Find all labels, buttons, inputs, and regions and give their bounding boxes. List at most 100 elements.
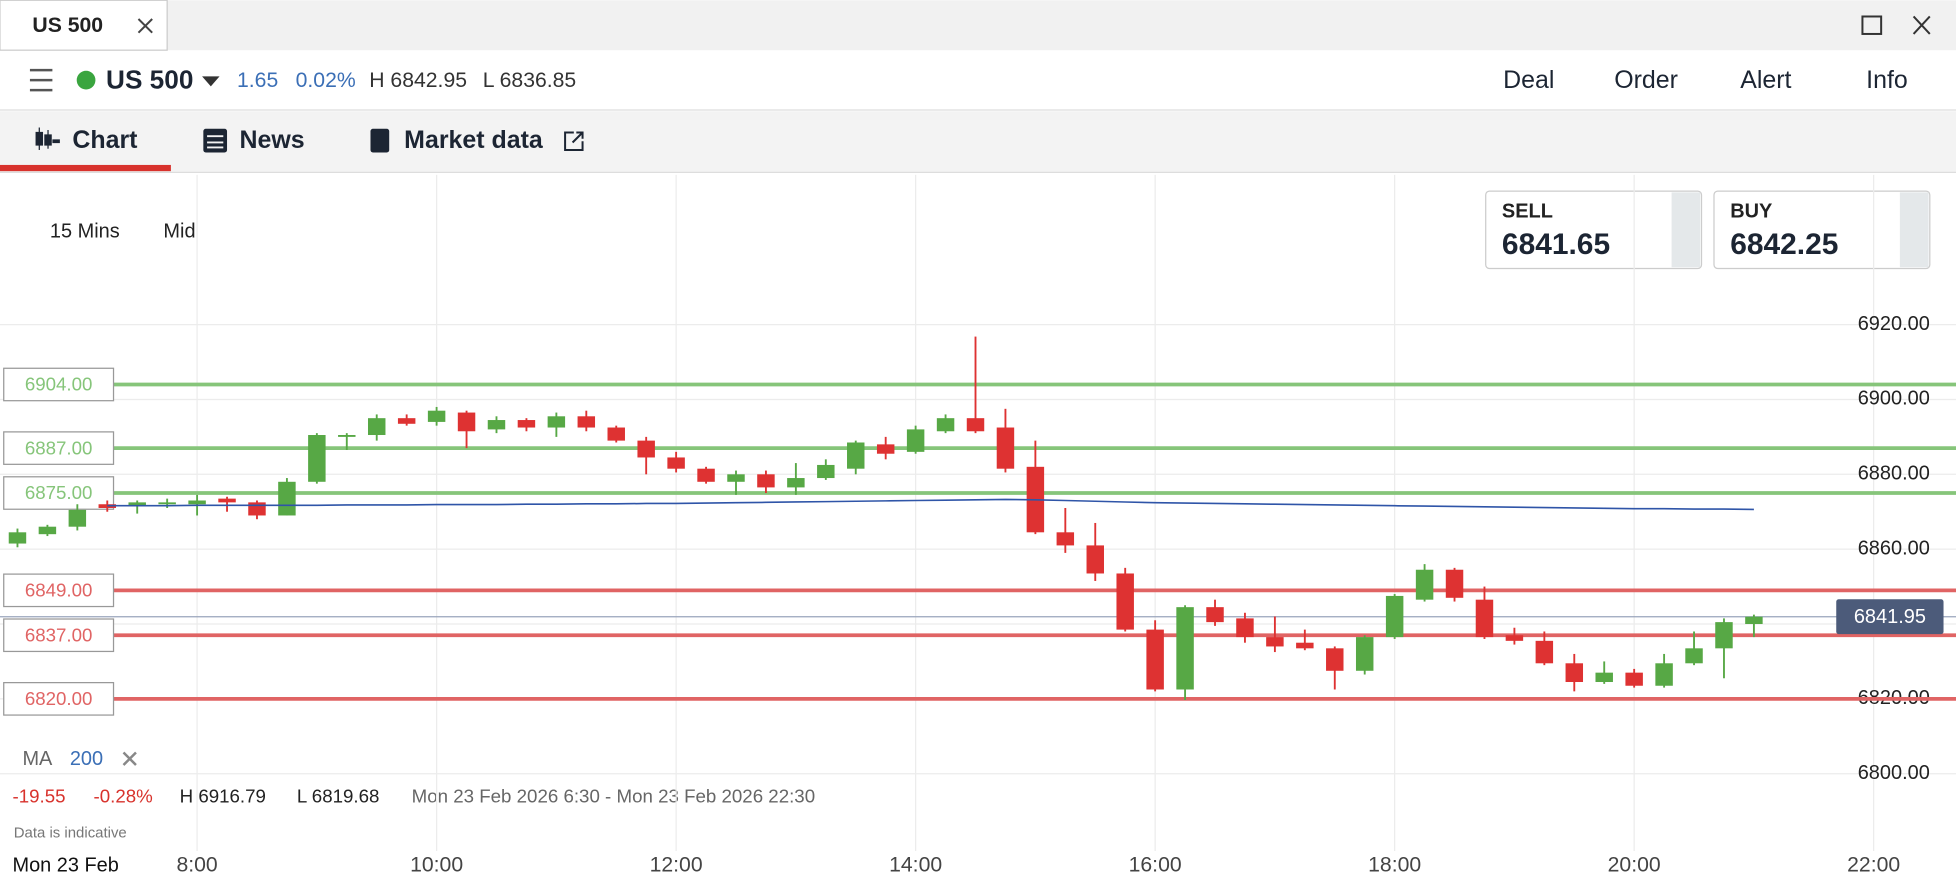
data-note: Data is indicative <box>14 825 127 842</box>
x-tick-label: 12:00 <box>650 854 703 877</box>
candle-body <box>218 498 236 503</box>
candle-body <box>1355 637 1374 671</box>
date-label: Mon 23 Feb <box>12 854 118 876</box>
nav-tab[interactable]: Market data <box>404 126 544 154</box>
market-data-icon <box>370 128 390 153</box>
plot: 8:00 10:00 12:00 14:00 16:00 18:00 20:00 22:00 6… <box>0 174 1956 877</box>
session-low: L 6836.85 <box>483 69 576 92</box>
sell-label[interactable]: SELL <box>1502 201 1553 223</box>
action[interactable]: Alert <box>1740 66 1791 94</box>
candle-body <box>787 478 805 488</box>
maximize-icon[interactable] <box>1861 15 1883 35</box>
chart-icon <box>35 127 60 150</box>
candle-body <box>817 464 835 479</box>
sell-button-edge <box>1671 192 1701 268</box>
candle-body <box>1176 607 1194 690</box>
x-tick-label: 22:00 <box>1847 854 1900 877</box>
candle-body <box>487 420 506 430</box>
candle-body <box>1385 595 1404 638</box>
candle-body <box>966 418 985 432</box>
y-tick-label: 6920.00 <box>1858 313 1930 335</box>
buy-price[interactable]: 6842.25 <box>1730 228 1838 261</box>
candle-body <box>1685 648 1703 664</box>
x-tick-label: 18:00 <box>1368 854 1421 877</box>
action[interactable]: Info <box>1866 66 1908 94</box>
sell-button[interactable] <box>1485 190 1703 270</box>
level-label: 6875.00 <box>25 482 93 503</box>
buy-button-edge <box>1899 192 1929 268</box>
candle-body <box>427 410 446 422</box>
stat-high: H 6916.79 <box>180 785 266 806</box>
nav-tab[interactable]: News <box>240 126 305 154</box>
y-tick-label: 6900.00 <box>1858 388 1930 410</box>
external-link-icon[interactable] <box>564 131 584 151</box>
window-bar <box>0 0 1956 51</box>
y-tick-label: 6880.00 <box>1858 463 1930 485</box>
level-label-box <box>3 573 115 608</box>
indicator-line <box>107 498 1754 511</box>
candle-body <box>248 502 266 516</box>
buy-label[interactable]: BUY <box>1730 201 1772 223</box>
candle-body <box>697 468 715 482</box>
candle-body <box>1565 663 1584 683</box>
candle-body <box>8 532 27 544</box>
action[interactable]: Order <box>1614 66 1678 94</box>
x-tick-label: 8:00 <box>176 854 217 877</box>
candle-body <box>577 416 596 428</box>
close-tab-icon[interactable] <box>137 18 153 34</box>
candle-body <box>757 474 775 488</box>
candle-body <box>1326 648 1344 671</box>
candle-body <box>457 412 476 432</box>
level-label: 6849.00 <box>25 580 93 601</box>
candle-body <box>727 474 745 482</box>
candle-body <box>128 502 146 507</box>
candle-body <box>906 429 925 452</box>
candle-body <box>936 418 955 432</box>
level-label-box <box>3 682 115 716</box>
x-tick-label: 14:00 <box>889 854 942 877</box>
candle-body <box>38 526 57 535</box>
news-icon-lines <box>207 135 224 149</box>
indicator-name: MA <box>22 748 53 770</box>
level-label: 6887.00 <box>25 437 93 458</box>
candle-body <box>68 509 87 527</box>
interval[interactable]: 15 Mins <box>50 221 120 243</box>
instrument-name[interactable]: US 500 <box>106 64 193 94</box>
candle-body <box>1206 607 1224 623</box>
x-tick-label: 16:00 <box>1129 854 1182 877</box>
window-tab[interactable] <box>0 0 168 51</box>
x-tick-label: 20:00 <box>1608 854 1661 877</box>
candle-body <box>397 418 416 424</box>
candle-body <box>188 500 206 505</box>
level-label-box <box>3 367 115 402</box>
remove-indicator-icon[interactable] <box>122 751 137 766</box>
close-window-icon[interactable] <box>1912 15 1931 35</box>
candle-body <box>1415 569 1434 600</box>
dropdown-caret[interactable] <box>202 76 220 87</box>
action[interactable]: Deal <box>1503 66 1554 94</box>
candle-body <box>637 440 655 458</box>
candle-body <box>1595 672 1613 683</box>
tab-title[interactable]: US 500 <box>32 14 103 37</box>
price-type[interactable]: Mid <box>163 221 195 243</box>
candle-body <box>1505 635 1524 641</box>
session-high: H 6842.95 <box>369 69 467 92</box>
nav-tab[interactable]: Chart <box>72 126 137 154</box>
candle-body <box>1535 640 1554 664</box>
candle-body <box>367 418 386 436</box>
candle-body <box>876 444 895 454</box>
level-label-box <box>3 476 115 510</box>
menu-icon[interactable] <box>29 68 53 92</box>
change: 1.65 <box>237 69 278 92</box>
buy-button[interactable] <box>1713 190 1931 270</box>
level-label-box <box>3 431 115 465</box>
candle-body <box>1445 569 1464 598</box>
candle-body <box>308 435 326 482</box>
candle-body <box>1116 573 1134 630</box>
candle-body <box>517 420 536 428</box>
sell-price[interactable]: 6841.65 <box>1502 228 1610 261</box>
candle-body <box>847 442 865 469</box>
last-price-tag <box>1836 599 1944 635</box>
nav-bar <box>0 111 1956 173</box>
stat-range: Mon 23 Feb 2026 6:30 - Mon 23 Feb 2026 2… <box>412 785 815 806</box>
